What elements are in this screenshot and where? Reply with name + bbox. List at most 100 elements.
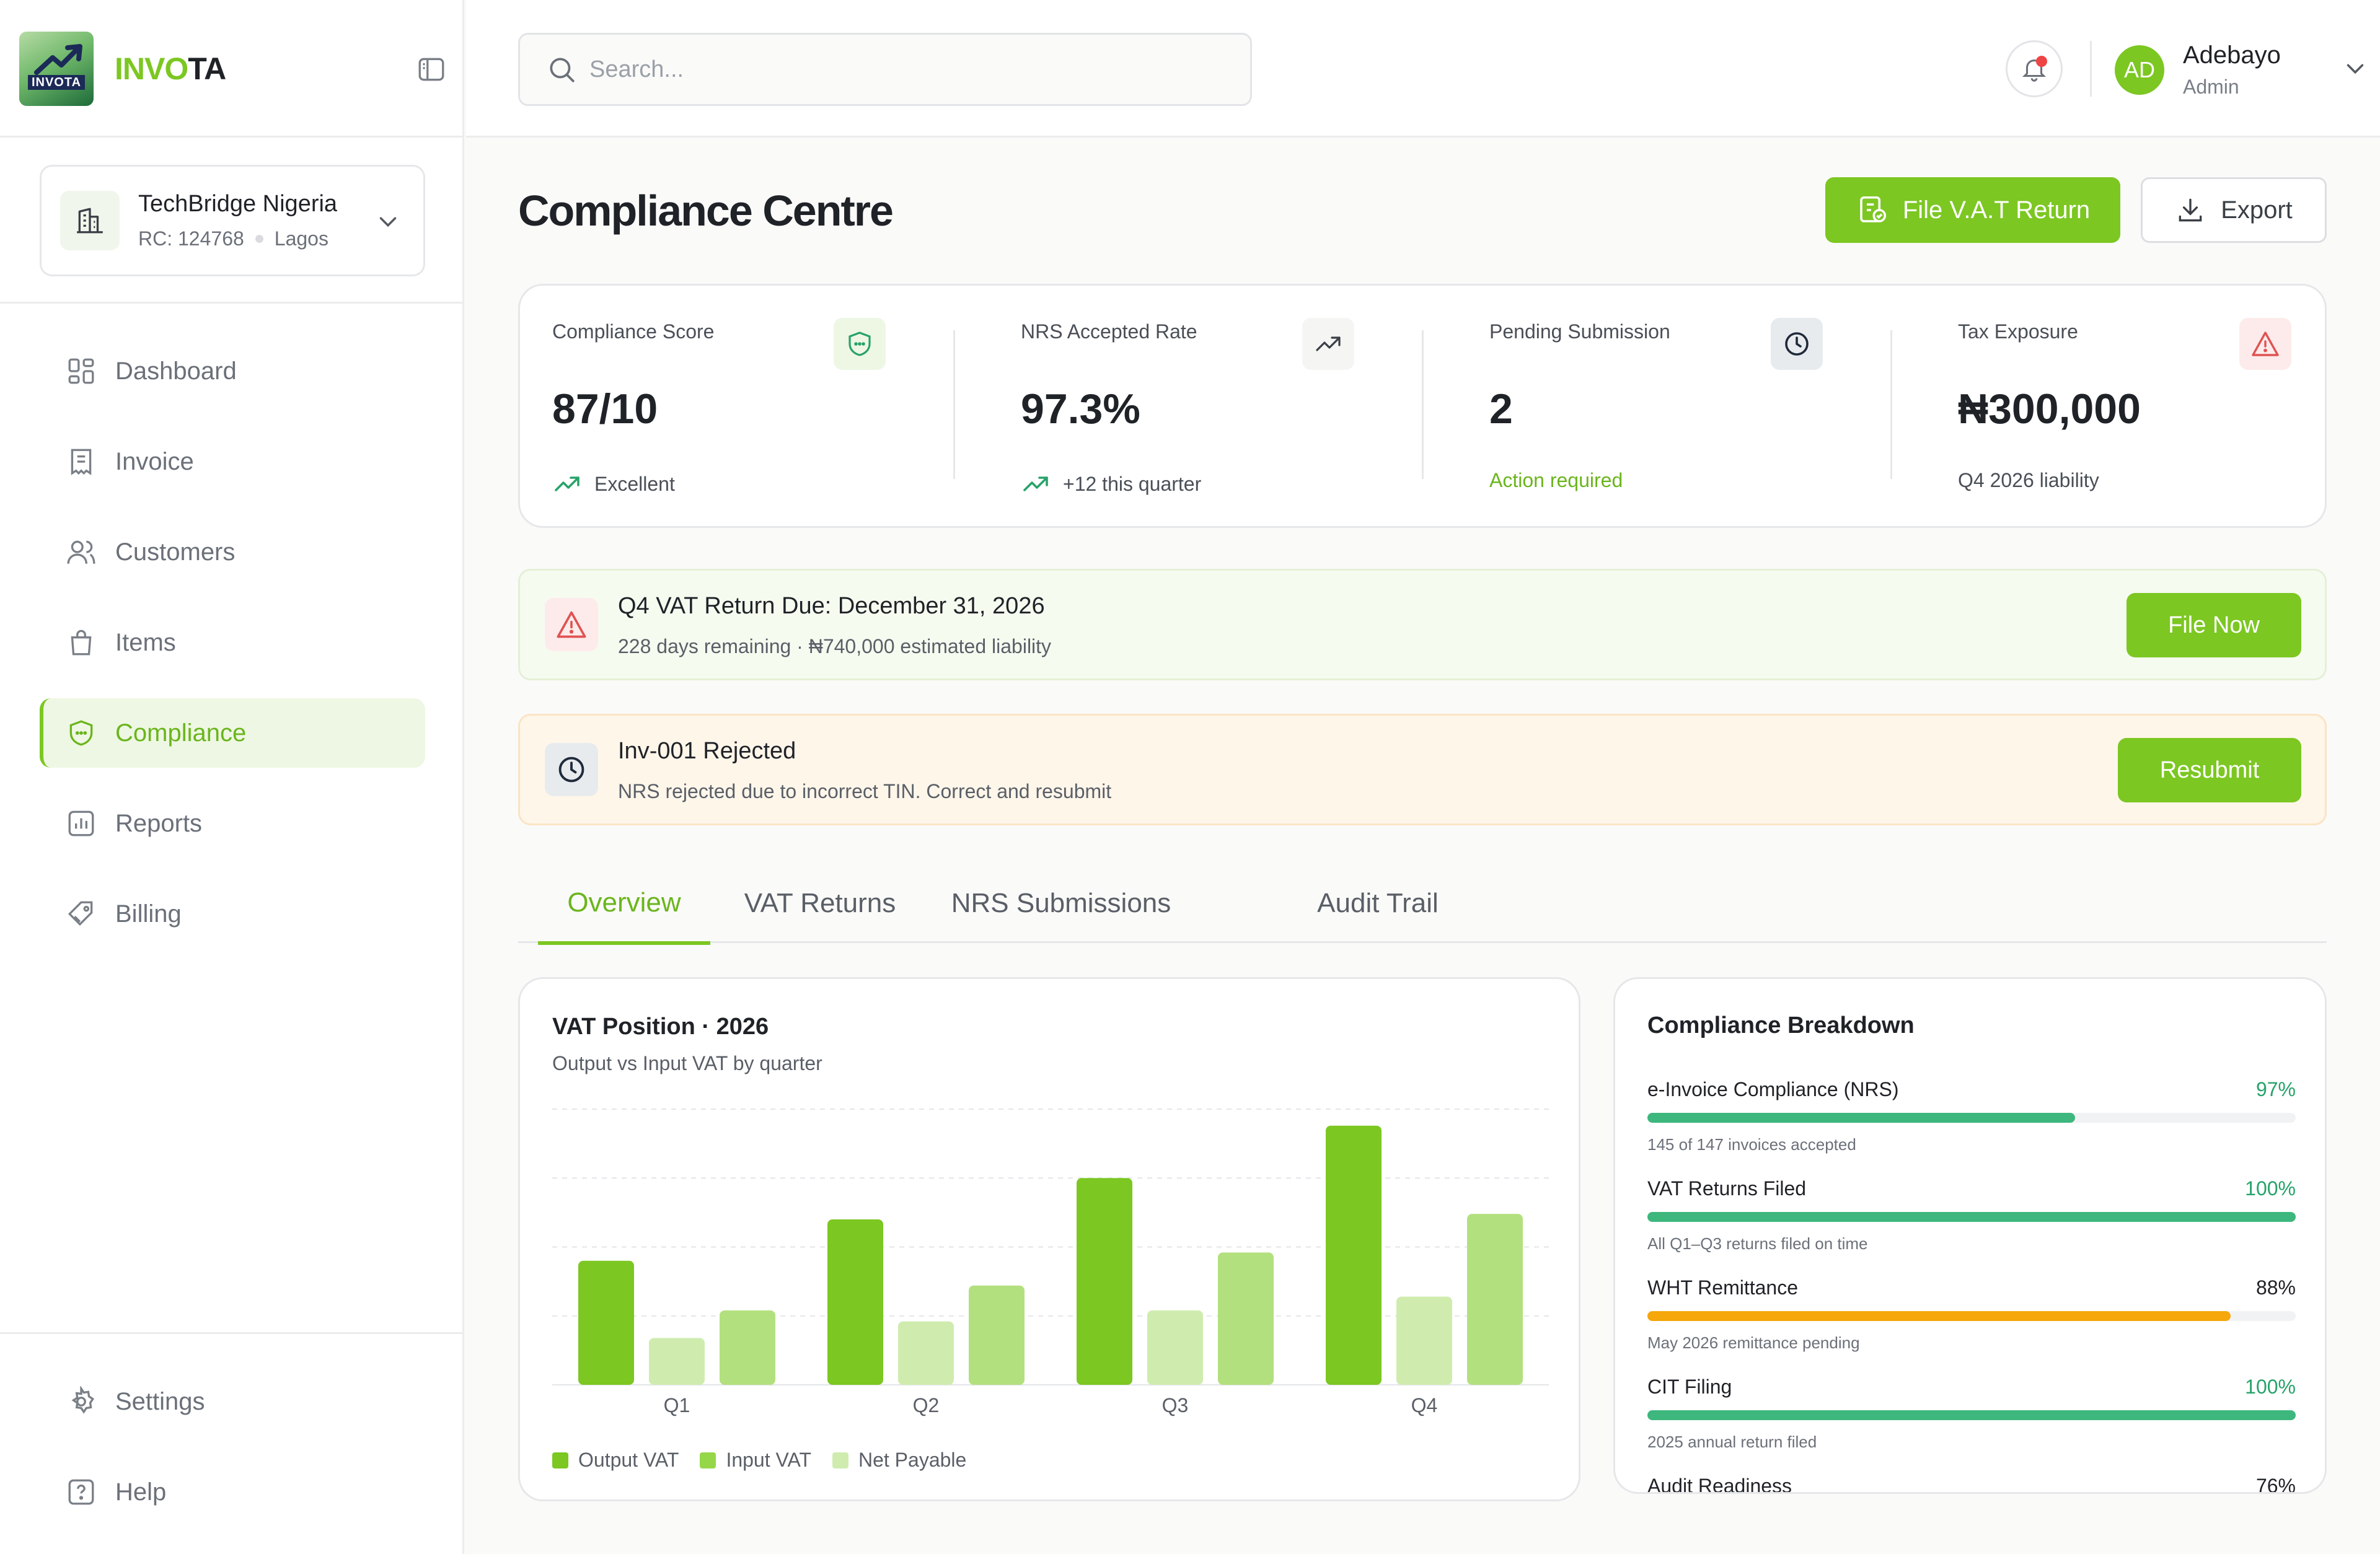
clock-icon [1771, 318, 1823, 370]
tab-audit-trail[interactable]: Audit Trail [1317, 888, 1439, 918]
file-now-button[interactable]: File Now [2127, 593, 2301, 657]
tab-vat-returns[interactable]: VAT Returns [744, 888, 896, 918]
stat-nrs-accepted-rate: NRS Accepted Rate 97.3% +12 this quarter [989, 286, 1422, 530]
sidebar-item-customers[interactable]: Customers [40, 517, 425, 587]
sidebar-item-label: Dashboard [115, 357, 237, 385]
breakdown-name: Audit Readiness [1647, 1475, 1792, 1494]
search-icon [546, 54, 577, 85]
stat-value: 2 [1489, 385, 1513, 432]
sidebar-item-label: Billing [115, 900, 182, 928]
notifications-button[interactable] [2006, 40, 2063, 97]
trend-up-icon [1023, 476, 1048, 491]
sidebar-divider [0, 302, 464, 304]
sidebar-item-label: Help [115, 1478, 167, 1506]
sidebar-item-compliance[interactable]: Compliance [40, 698, 425, 768]
stat-divider [953, 330, 955, 479]
warning-icon [545, 598, 598, 651]
stat-value: 97.3% [1021, 385, 1140, 432]
x-tick-label: Q3 [1162, 1394, 1189, 1416]
bar-net-payable-q3[interactable] [1218, 1252, 1274, 1385]
sidebar-item-label: Customers [115, 538, 236, 566]
brand-part-2: TA [188, 51, 226, 86]
org-meta: RC: 124768 Lagos [138, 227, 337, 250]
chevron-down-icon[interactable] [2341, 55, 2369, 83]
breakdown-percent: 100% [2245, 1376, 2296, 1398]
resubmit-button[interactable]: Resubmit [2118, 738, 2301, 802]
breakdown-note: 145 of 147 invoices accepted [1647, 1135, 1856, 1154]
tabs: Overview VAT Returns NRS Submissions Aud… [518, 864, 2327, 945]
tab-nrs-submissions[interactable]: NRS Submissions [951, 888, 1171, 918]
bar-input-vat-q4[interactable] [1396, 1296, 1452, 1385]
alert-subtitle: 228 days remaining · ₦740,000 estimated … [618, 635, 1052, 657]
bar-net-payable-q4[interactable] [1467, 1214, 1523, 1385]
sidebar-divider [0, 136, 464, 138]
sidebar-item-settings[interactable]: Settings [40, 1367, 425, 1436]
sidebar-item-billing[interactable]: Billing [40, 879, 425, 949]
chevron-down-icon [374, 208, 402, 236]
breakdown-name: CIT Filing [1647, 1376, 1732, 1398]
org-rc: RC: 124768 [138, 227, 244, 250]
sidebar-item-label: Reports [115, 809, 203, 837]
vat-position-chart-card: VAT Position · 2026 Output vs Input VAT … [518, 977, 1580, 1501]
avatar: AD [2115, 45, 2164, 95]
bar-net-payable-q1[interactable] [720, 1310, 775, 1385]
separator-dot [255, 235, 263, 243]
bar-output-vat-q4[interactable] [1326, 1125, 1382, 1385]
breakdown-percent: 76% [2255, 1475, 2296, 1494]
tab-overview[interactable]: Overview [538, 864, 710, 945]
stat-foot-text: Q4 2026 liability [1958, 469, 2099, 491]
shield-icon [66, 718, 97, 748]
stat-foot-text: Excellent [594, 472, 675, 495]
search-input[interactable] [589, 56, 1147, 83]
progress-fill [1647, 1212, 2296, 1222]
sidebar-divider [0, 1332, 464, 1334]
bar-output-vat-q1[interactable] [578, 1260, 634, 1385]
alert-subtitle: NRS rejected due to incorrect TIN. Corre… [618, 780, 1112, 802]
file-check-icon [1860, 196, 1886, 222]
stat-value: ₦300,000 [1958, 385, 2141, 432]
legend-swatch [832, 1452, 848, 1468]
breakdown-row: e-Invoice Compliance (NRS) 97% 145 of 147 … [1647, 1078, 2296, 1171]
org-location: Lagos [274, 227, 328, 250]
trend-up-icon [555, 476, 580, 491]
sidebar-item-dashboard[interactable]: Dashboard [40, 336, 425, 406]
alert-title: Inv-001 Rejected [618, 738, 796, 764]
bar-input-vat-q3[interactable] [1147, 1310, 1203, 1385]
reports-icon [66, 808, 97, 839]
bar-net-payable-q2[interactable] [969, 1285, 1025, 1385]
search-bar[interactable] [518, 33, 1252, 106]
clock-icon [545, 743, 598, 796]
legend-item-input-vat: Input VAT [700, 1449, 811, 1472]
logo-arrow-icon [34, 44, 82, 75]
x-tick-label: Q4 [1411, 1394, 1438, 1416]
sidebar-item-label: Compliance [115, 719, 247, 747]
user-menu[interactable]: AD Adebayo Admin [2115, 33, 2281, 107]
stat-label: Tax Exposure [1958, 320, 2078, 343]
sidebar: INVOTA INVOTA TechBridge Nigeria RC: 124… [0, 0, 464, 1554]
export-button[interactable]: Export [2141, 177, 2327, 243]
bar-output-vat-q3[interactable] [1077, 1178, 1132, 1385]
breakdown-name: e-Invoice Compliance (NRS) [1647, 1078, 1899, 1100]
org-switcher[interactable]: TechBridge Nigeria RC: 124768 Lagos [40, 165, 425, 276]
bar-input-vat-q1[interactable] [649, 1338, 705, 1385]
sidebar-item-items[interactable]: Items [40, 608, 425, 677]
stat-foot: Q4 2026 liability [1958, 469, 2099, 492]
breakdown-name: VAT Returns Filed [1647, 1177, 1807, 1200]
breakdown-percent: 97% [2255, 1078, 2296, 1100]
bar-output-vat-q2[interactable] [827, 1219, 883, 1385]
bar-input-vat-q2[interactable] [898, 1321, 954, 1385]
user-role: Admin [2183, 76, 2239, 98]
breakdown-percent: 88% [2255, 1276, 2296, 1299]
sidebar-item-label: Items [115, 628, 176, 656]
x-tick-label: Q1 [664, 1394, 690, 1416]
sidebar-collapse-icon[interactable] [416, 54, 447, 85]
file-vat-return-button[interactable]: File V.A.T Return [1825, 177, 2120, 243]
logo-badge: INVOTA [19, 32, 94, 106]
stat-label: Pending Submission [1489, 320, 1670, 343]
sidebar-item-help[interactable]: Help [40, 1457, 425, 1527]
stat-divider [1890, 330, 1892, 479]
sidebar-item-invoice[interactable]: Invoice [40, 427, 425, 496]
progress-fill [1647, 1311, 2231, 1321]
sidebar-item-reports[interactable]: Reports [40, 789, 425, 858]
stat-foot-text: Action required [1489, 469, 1623, 491]
